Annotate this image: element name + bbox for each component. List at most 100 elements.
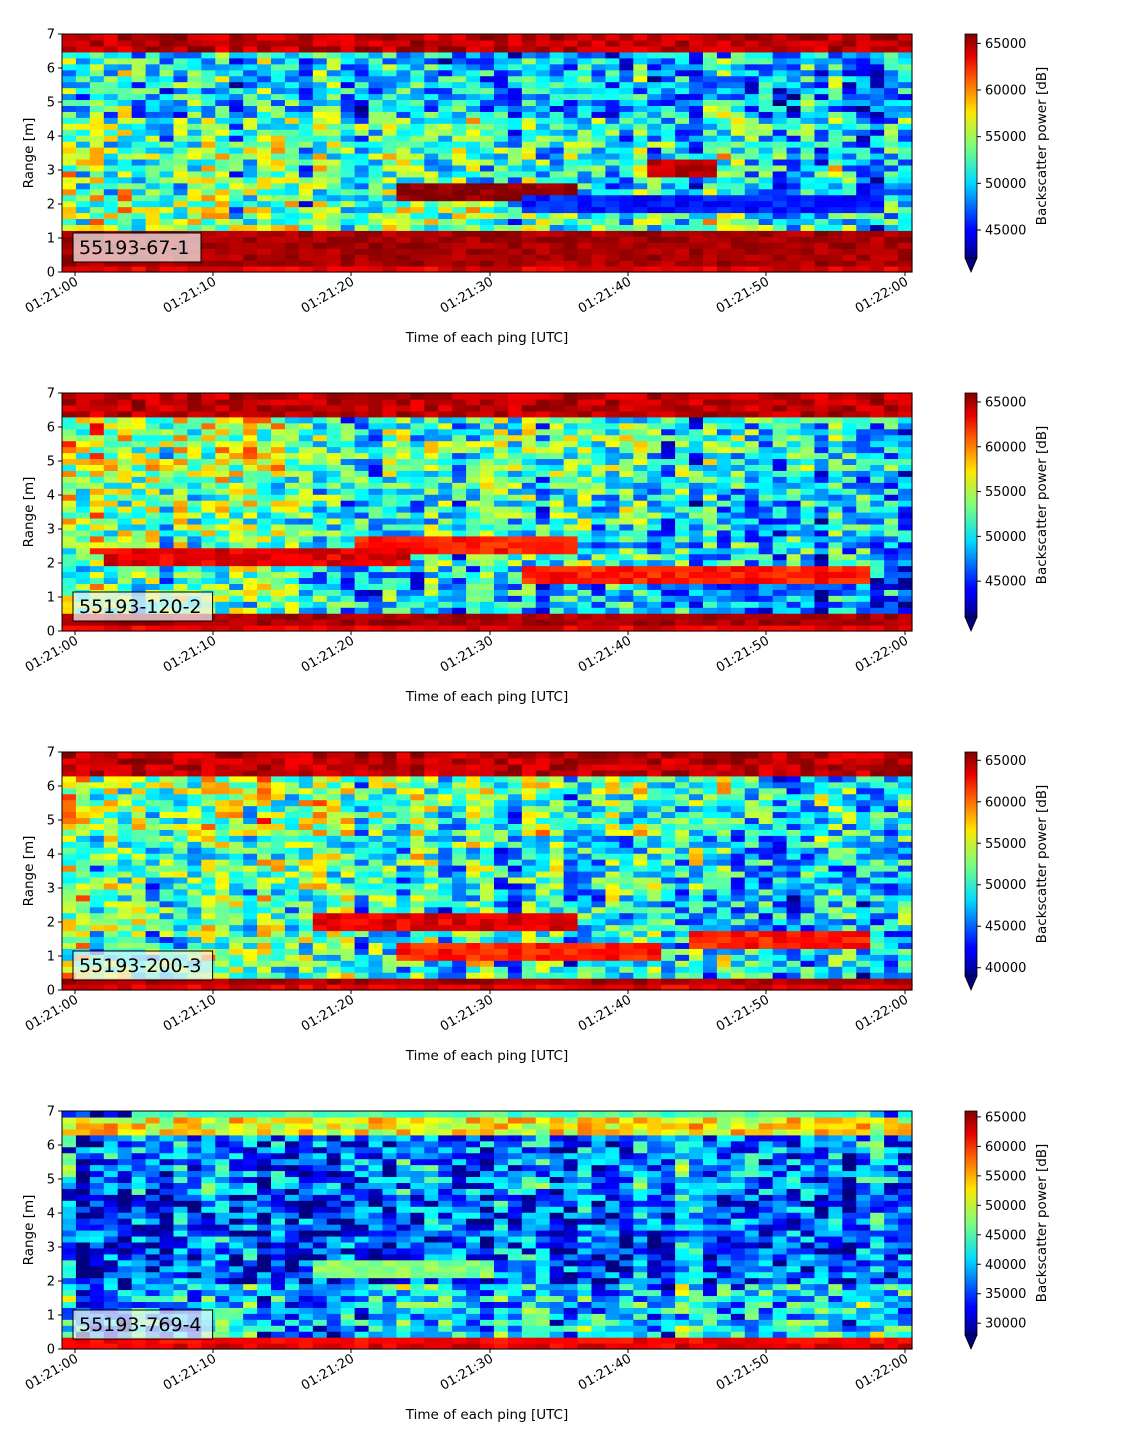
echogram-cell [257, 571, 272, 579]
echogram-cell [452, 458, 467, 465]
echogram-cell [354, 194, 370, 202]
echogram-cell [452, 404, 467, 412]
echogram-cell [159, 482, 175, 489]
echogram-cell [424, 236, 439, 243]
echogram-cell [368, 57, 384, 65]
echogram-cell [424, 266, 439, 273]
echogram-cell [466, 452, 481, 460]
echogram-cell [424, 206, 439, 214]
echogram-cell [619, 589, 634, 596]
echogram-cell [452, 452, 467, 460]
colorbar-label: Backscatter power [dB] [1034, 67, 1050, 226]
echogram-cell [354, 153, 370, 160]
echogram-cell [786, 393, 802, 400]
echogram-cell [466, 613, 481, 620]
echogram-cell [298, 446, 314, 454]
echogram-cell [856, 206, 871, 214]
echogram-cell [535, 393, 551, 400]
echogram-cell [744, 494, 760, 501]
echogram-cell [410, 565, 425, 573]
echogram-cell [284, 170, 300, 178]
echogram-cell [647, 589, 662, 596]
echogram-cell [382, 194, 398, 202]
echogram-cell [898, 488, 913, 495]
echogram-cell [661, 410, 676, 418]
echogram-cell [842, 93, 857, 101]
echogram-cell [758, 147, 774, 154]
echogram-cell [424, 446, 439, 454]
echogram-cell [229, 494, 244, 501]
echogram-cell [229, 565, 244, 573]
echogram-cell [340, 117, 356, 124]
echogram-cell [856, 51, 871, 59]
echogram-cell [326, 506, 342, 513]
echogram-cell [661, 619, 676, 626]
echogram-cell [396, 553, 411, 561]
echogram-cell [438, 470, 453, 477]
echogram-cell [62, 410, 77, 418]
echogram-cell [772, 464, 788, 471]
echogram-cell [382, 458, 398, 465]
echogram-cell [257, 117, 272, 124]
echogram-cell [898, 559, 913, 567]
echogram-cell [619, 200, 634, 208]
echogram-cell [326, 428, 342, 436]
echogram-cell [257, 529, 272, 537]
echogram-cell [257, 81, 272, 89]
echogram-cell [284, 470, 300, 477]
echogram-cell [772, 236, 788, 243]
echogram-cell [689, 188, 704, 196]
echogram-cell [368, 589, 384, 596]
echogram-cell [493, 589, 509, 596]
echogram-cell [298, 595, 314, 602]
echogram-cell [424, 230, 439, 237]
echogram-cell [730, 212, 746, 220]
echogram-cell [702, 393, 718, 400]
echogram-cell [758, 440, 774, 448]
echogram-cell [772, 553, 788, 561]
echogram-cell [661, 541, 676, 549]
echogram-cell [884, 523, 899, 531]
echogram-cell [870, 236, 885, 243]
echogram-cell [577, 410, 593, 418]
echogram-cell [271, 254, 286, 261]
echogram-cell [75, 398, 91, 406]
echogram-cell [605, 428, 620, 436]
echogram-cell [89, 440, 105, 448]
echogram-cell [800, 393, 816, 400]
echogram-cell [661, 93, 676, 101]
echogram-cell [605, 81, 620, 89]
echogram-cell [730, 535, 746, 543]
echogram-cell [326, 194, 342, 202]
echogram-cell [730, 613, 746, 620]
echogram-cell [103, 440, 119, 448]
echogram-cell [800, 476, 816, 483]
echogram-cell [521, 535, 537, 543]
echogram-cell [507, 529, 523, 537]
echogram-cell [131, 141, 147, 148]
echogram-cell [424, 428, 439, 436]
echogram-cell [702, 476, 718, 483]
echogram-cell [271, 547, 286, 555]
echogram-cell [758, 176, 774, 184]
echogram-cell [800, 440, 816, 448]
echogram-cell [675, 517, 690, 525]
echogram-cell [103, 410, 119, 418]
echogram-cell [563, 464, 579, 471]
echogram-cell [159, 260, 175, 267]
echogram-cell [75, 422, 91, 430]
echogram-cell [521, 398, 537, 406]
echogram-cell [187, 488, 202, 495]
echogram-cell [326, 523, 342, 531]
echogram-cell [772, 188, 788, 196]
echogram-cell [424, 147, 439, 154]
echogram-cell [702, 565, 718, 573]
echogram-cell [689, 212, 704, 220]
echogram-cell [89, 583, 105, 590]
echogram-cell [828, 523, 843, 531]
echogram-cell [898, 571, 913, 579]
echogram-cell [884, 601, 899, 608]
echogram-cell [284, 75, 300, 83]
echogram-cell [563, 452, 579, 460]
echogram-cell [842, 266, 857, 273]
